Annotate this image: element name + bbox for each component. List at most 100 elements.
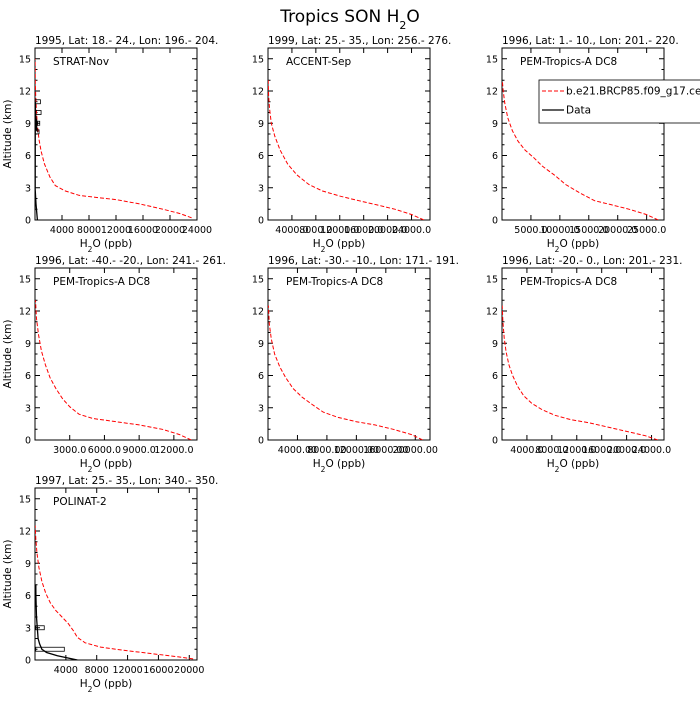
x-tick-label: 16000 [128, 225, 158, 236]
y-tick-label: 3 [258, 183, 264, 194]
y-tick-label: 12 [252, 307, 264, 318]
page-title: Tropics SON H2O [279, 7, 420, 32]
y-tick-label: 0 [25, 436, 31, 447]
y-tick-label: 6 [25, 591, 31, 602]
campaign-label: STRAT-Nov [53, 56, 109, 68]
x-tick-label: 12000.0 [557, 445, 596, 456]
y-tick-label: 12 [19, 527, 31, 538]
y-tick-label: 15 [252, 274, 264, 285]
y-tick-label: 9 [25, 339, 31, 350]
data-error-box [34, 99, 41, 105]
x-axis-label-rest: O (ppb) [92, 458, 132, 470]
y-tick-label: 12 [486, 87, 498, 98]
y-tick-label: 3 [492, 403, 498, 414]
model-series-line [502, 305, 658, 440]
x-tick-label: 16000 [143, 665, 173, 676]
campaign-label: ACCENT-Sep [286, 56, 352, 68]
y-tick-label: 15 [19, 274, 31, 285]
x-axis-label-sub: 2 [88, 685, 93, 694]
x-tick-label: 4000.0 [275, 225, 308, 236]
data-error-box [34, 110, 42, 115]
x-axis-label-rest: O (ppb) [92, 238, 132, 250]
x-axis-label-h: H [313, 238, 321, 250]
x-tick-label: 20000.0 [368, 225, 407, 236]
x-axis-label-h: H [80, 458, 88, 470]
data-series-line [35, 584, 78, 660]
x-tick-label: 20000.0 [607, 445, 646, 456]
y-tick-label: 0 [258, 216, 264, 227]
x-axis-label: H2O (ppb) [80, 678, 132, 694]
x-axis-label-sub: 2 [555, 465, 560, 474]
x-tick-label: 6000.0 [88, 445, 121, 456]
panels-group: 1995, Lat: 18.- 24., Lon: 196.- 204. 0 3 6 9… [2, 35, 700, 694]
y-tick-label: 3 [25, 183, 31, 194]
x-tick-label: 4000 [54, 665, 78, 676]
x-tick-label: 24000.0 [632, 445, 671, 456]
y-tick-label: 12 [19, 87, 31, 98]
plot-frame [267, 267, 431, 441]
x-axis-label-sub: 2 [555, 245, 560, 254]
model-series-line [268, 305, 423, 440]
x-tick-label: 8000 [77, 225, 101, 236]
x-tick-label: 4000.00 [278, 445, 317, 456]
x-axis-label-sub: 2 [88, 245, 93, 254]
x-axis-label-rest: O (ppb) [559, 238, 599, 250]
y-tick-label: 15 [486, 274, 498, 285]
panel-header: 1996, Lat: -20.- 0., Lon: 201.- 231. [502, 255, 682, 267]
x-axis-label-h: H [547, 458, 555, 470]
model-series-line [35, 525, 194, 660]
x-tick-label: 8000.00 [307, 445, 346, 456]
model-series-line [268, 80, 425, 220]
y-axis-label: Altitude (km) [2, 320, 14, 389]
x-tick-label: 12000.00 [334, 445, 379, 456]
x-tick-label: 15000.0 [569, 225, 608, 236]
y-tick-label: 15 [486, 54, 498, 65]
y-tick-label: 15 [252, 54, 264, 65]
x-axis-label: H2O (ppb) [547, 458, 599, 474]
x-tick-label: 8000.0 [299, 225, 332, 236]
panel-header: 1996, Lat: -40.- -20., Lon: 241.- 261. [35, 255, 226, 267]
panel-header: 1996, Lat: -30.- -10., Lon: 171.- 191. [268, 255, 459, 267]
x-axis-label-sub: 2 [321, 465, 326, 474]
x-tick-label: 20000 [174, 665, 204, 676]
y-tick-label: 3 [25, 623, 31, 634]
legend-data-label: Data [566, 105, 591, 117]
page-title-end: O [406, 7, 419, 27]
x-tick-label: 16000.0 [582, 445, 621, 456]
x-tick-label: 20000.00 [393, 445, 438, 456]
x-axis-label-rest: O (ppb) [559, 458, 599, 470]
chart-panel-1: 1995, Lat: 18.- 24., Lon: 196.- 204. 0 3 6 9… [2, 35, 218, 254]
data-series-line-surface [35, 187, 39, 220]
y-tick-label: 15 [19, 494, 31, 505]
x-tick-label: 12000.0 [320, 225, 359, 236]
y-tick-label: 0 [492, 436, 498, 447]
x-axis-label-h: H [80, 678, 88, 690]
plot-frame [267, 47, 431, 221]
data-error-box [34, 129, 40, 135]
legend: b.e21.BRCP85.f09_g17.ce Data [538, 79, 700, 124]
x-axis-label-sub: 2 [88, 465, 93, 474]
plot-frame [34, 47, 198, 221]
y-tick-label: 9 [258, 339, 264, 350]
x-tick-label: 25000.0 [627, 225, 666, 236]
x-tick-label: 5000.0 [514, 225, 547, 236]
y-tick-label: 6 [492, 371, 498, 382]
campaign-label: PEM-Tropics-A DC8 [520, 56, 617, 68]
y-tick-label: 12 [486, 307, 498, 318]
x-axis-label-h: H [313, 458, 321, 470]
chart-panel-4: 1996, Lat: -40.- -20., Lon: 241.- 261. 0 3… [2, 255, 226, 474]
x-tick-label: 24000 [182, 225, 212, 236]
y-tick-label: 3 [258, 403, 264, 414]
x-tick-label: 20000.0 [598, 225, 637, 236]
x-tick-label: 4000.0 [510, 445, 543, 456]
x-tick-label: 20000 [155, 225, 185, 236]
plot-frame [501, 267, 665, 441]
y-tick-label: 0 [492, 216, 498, 227]
legend-model-label: b.e21.BRCP85.f09_g17.ce [566, 86, 700, 98]
x-tick-label: 4000 [50, 225, 74, 236]
y-tick-label: 0 [25, 216, 31, 227]
x-axis-label-h: H [547, 238, 555, 250]
x-axis-label-rest: O (ppb) [92, 678, 132, 690]
x-tick-label: 12000 [112, 665, 142, 676]
